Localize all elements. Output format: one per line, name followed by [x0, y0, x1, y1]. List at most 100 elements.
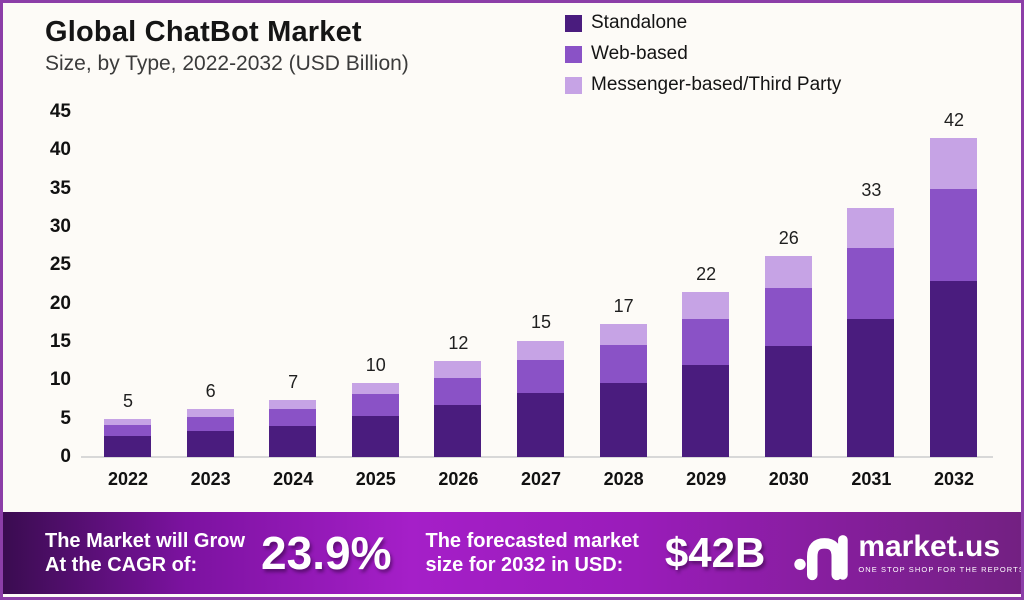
y-tick-label: 0 — [60, 446, 71, 467]
bar-group-2028: 17 2028 — [583, 112, 665, 489]
cagr-text: The Market will Grow At the CAGR of: — [45, 529, 245, 578]
y-tick-label: 10 — [49, 369, 71, 391]
x-axis-label: 2032 — [933, 469, 975, 489]
bar-segment-web-based — [351, 394, 399, 417]
bar-group-2029: 22 2029 — [665, 112, 747, 489]
stacked-bar-2028 — [599, 323, 647, 457]
y-tick-label: 40 — [49, 139, 71, 161]
y-axis: 0 5 10 15 20 25 30 35 40 45 — [29, 101, 71, 467]
bar-value-label: 15 — [530, 312, 552, 333]
bar-segment-web-based — [847, 248, 895, 319]
bar-segment-web-based — [186, 417, 234, 431]
bar-value-label: 12 — [448, 333, 469, 354]
y-tick-label: 35 — [49, 177, 71, 199]
bar-segment-messenger-based-third-party — [186, 409, 234, 418]
bar-value-label: 22 — [696, 264, 717, 285]
bar-segment-web-based — [930, 188, 977, 281]
bar-segment-messenger-based-third-party — [517, 340, 564, 360]
brand-tagline: ONE STOP SHOP FOR THE REPORTS — [858, 565, 1024, 574]
legend: Standalone Web-based Messenger-based/Thi… — [565, 12, 841, 105]
bar-group-2022: 5 2022 — [87, 112, 169, 489]
cagr-text-line1: The Market will Grow — [45, 529, 246, 552]
plot-area: 5 2022 6 2023 7 2024 10 2025 12 2026 15 2027 17 2028 2… — [81, 110, 1001, 489]
stacked-bar-2025 — [351, 382, 399, 457]
stacked-bar-2027 — [517, 340, 564, 457]
legend-item-messenger-based: Messenger-based/Third Party — [565, 74, 841, 96]
bar-segment-standalone — [104, 435, 151, 457]
x-axis-label: 2030 — [768, 469, 809, 489]
y-tick-label: 25 — [49, 254, 71, 276]
bottom-banner: The Market will Grow At the CAGR of: 23.… — [3, 512, 1021, 594]
bar-group-2024: 7 2024 — [252, 112, 334, 489]
x-axis-label: 2025 — [355, 469, 396, 489]
bar-segment-web-based — [269, 408, 317, 426]
stacked-bar-2024 — [269, 399, 317, 457]
legend-label-standalone: Standalone — [591, 12, 688, 33]
bar-segment-standalone — [434, 404, 482, 457]
bar-segment-web-based — [682, 319, 730, 365]
forecast-text-line2: size for 2032 in USD: — [425, 554, 624, 576]
bar-segment-standalone — [517, 392, 564, 457]
x-axis-label: 2022 — [107, 469, 149, 489]
bar-segment-web-based — [104, 424, 151, 436]
market-us-brand: market.us ONE STOP SHOP FOR THE REPORTS — [793, 525, 1024, 581]
bar-segment-standalone — [682, 365, 730, 457]
bar-segment-messenger-based-third-party — [104, 418, 151, 425]
stacked-bar-2032 — [930, 138, 977, 457]
stacked-bar-2030 — [764, 256, 812, 457]
stacked-bar-2031 — [847, 207, 895, 457]
bar-segment-messenger-based-third-party — [682, 292, 730, 319]
chart-header: Global ChatBot Market Size, by Type, 202… — [45, 16, 409, 76]
y-tick-label: 20 — [49, 292, 71, 314]
x-axis-label: 2029 — [686, 469, 727, 489]
forecast-value: $42B — [664, 529, 766, 576]
brand-text-block: market.us ONE STOP SHOP FOR THE REPORTS — [858, 530, 1024, 575]
bar-value-label: 26 — [778, 228, 799, 249]
bar-segment-web-based — [599, 345, 647, 383]
legend-swatch-standalone — [565, 14, 582, 32]
y-tick-label: 30 — [49, 216, 71, 237]
bar-segment-standalone — [847, 319, 895, 457]
legend-swatch-web-based — [565, 45, 582, 63]
y-tick-label: 5 — [60, 407, 71, 429]
bar-segment-standalone — [186, 430, 234, 457]
bar-group-2026: 12 2026 — [417, 112, 499, 489]
bar-value-label: 7 — [288, 371, 299, 392]
stacked-bar-2026 — [434, 361, 482, 457]
bar-segment-standalone — [930, 280, 977, 457]
brand-name: market.us — [858, 530, 1001, 563]
x-axis-label: 2026 — [438, 469, 479, 489]
bar-segment-messenger-based-third-party — [764, 256, 812, 289]
bar-value-label: 33 — [861, 179, 882, 200]
bar-value-label: 10 — [365, 354, 386, 375]
chart-title: Global ChatBot Market — [45, 16, 362, 48]
bar-segment-messenger-based-third-party — [351, 382, 399, 395]
bar-segment-messenger-based-third-party — [269, 399, 317, 409]
bar-segment-standalone — [764, 345, 812, 457]
legend-label-web-based: Web-based — [591, 43, 688, 64]
cagr-text-line2: At the CAGR of: — [45, 554, 198, 576]
market-us-logo-icon — [794, 535, 848, 581]
bar-segment-messenger-based-third-party — [847, 207, 895, 249]
bar-segment-web-based — [764, 288, 812, 346]
legend-swatch-messenger-based — [565, 76, 582, 94]
bar-group-2031: 33 2031 — [830, 112, 912, 489]
bar-segment-web-based — [434, 378, 482, 405]
stacked-bar-2023 — [186, 409, 234, 457]
forecast-text: The forecasted market size for 2032 in U… — [425, 529, 638, 578]
bar-value-label: 5 — [122, 390, 133, 411]
x-axis-label: 2024 — [273, 469, 314, 489]
bar-segment-messenger-based-third-party — [930, 138, 977, 189]
bar-segment-messenger-based-third-party — [434, 361, 482, 379]
x-axis-line — [81, 456, 993, 458]
bar-group-2023: 6 2023 — [170, 112, 252, 489]
stacked-bar-2022 — [104, 418, 151, 457]
y-tick-label: 15 — [49, 331, 71, 352]
bar-segment-standalone — [599, 382, 647, 457]
bar-segment-standalone — [269, 425, 317, 457]
bar-value-label: 42 — [943, 110, 965, 131]
bar-group-2030: 26 2030 — [748, 112, 830, 489]
x-axis-label: 2027 — [520, 469, 562, 489]
bar-group-2032: 42 2032 — [913, 110, 995, 489]
legend-label-messenger-based: Messenger-based/Third Party — [591, 74, 842, 95]
